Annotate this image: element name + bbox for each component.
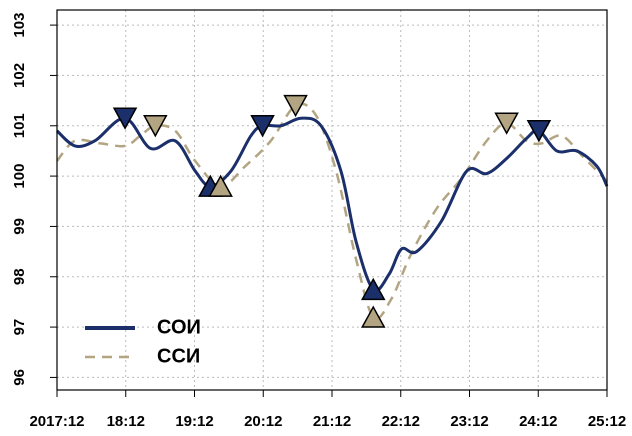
y-tick-label: 103 [11,13,28,38]
x-tick-label: 2017:12 [29,413,84,430]
y-tick-label: 100 [11,164,28,189]
peak-marker [250,115,275,138]
legend: СОИ ССИ [85,316,201,367]
y-tick-label: 102 [11,63,28,88]
series-line [56,102,608,320]
peak-marker [283,94,308,118]
peak-marker [526,120,552,143]
x-tick-label: 23:12 [450,413,488,430]
y-tick-label: 98 [11,268,28,285]
x-tick-label: 20:12 [244,413,282,430]
lines [55,102,609,320]
y-tick-label: 101 [11,113,28,138]
peak-marker [112,107,138,130]
legend-label: СОИ [157,316,201,338]
trough-marker [360,277,386,301]
grid [56,10,608,390]
peak-marker [143,115,168,138]
markers [112,94,552,328]
legend-label: ССИ [157,345,200,367]
trough-marker [208,174,233,197]
series-line [55,116,609,293]
x-tick-label: 21:12 [313,413,351,430]
x-tick-label: 24:12 [519,413,557,430]
y-tick-label: 97 [11,319,28,336]
axes: 2017:12 18:12 19:12 20:12 21:12 22:12 23:12 24:… [11,13,626,430]
y-tick-label: 99 [11,218,28,235]
x-tick-label: 25:12 [588,413,626,430]
peak-marker [494,112,519,135]
y-tick-label: 96 [11,369,28,386]
trough-marker [360,305,386,328]
x-tick-label: 22:12 [382,413,420,430]
x-tick-label: 18:12 [107,413,145,430]
x-tick-label: 19:12 [175,413,213,430]
